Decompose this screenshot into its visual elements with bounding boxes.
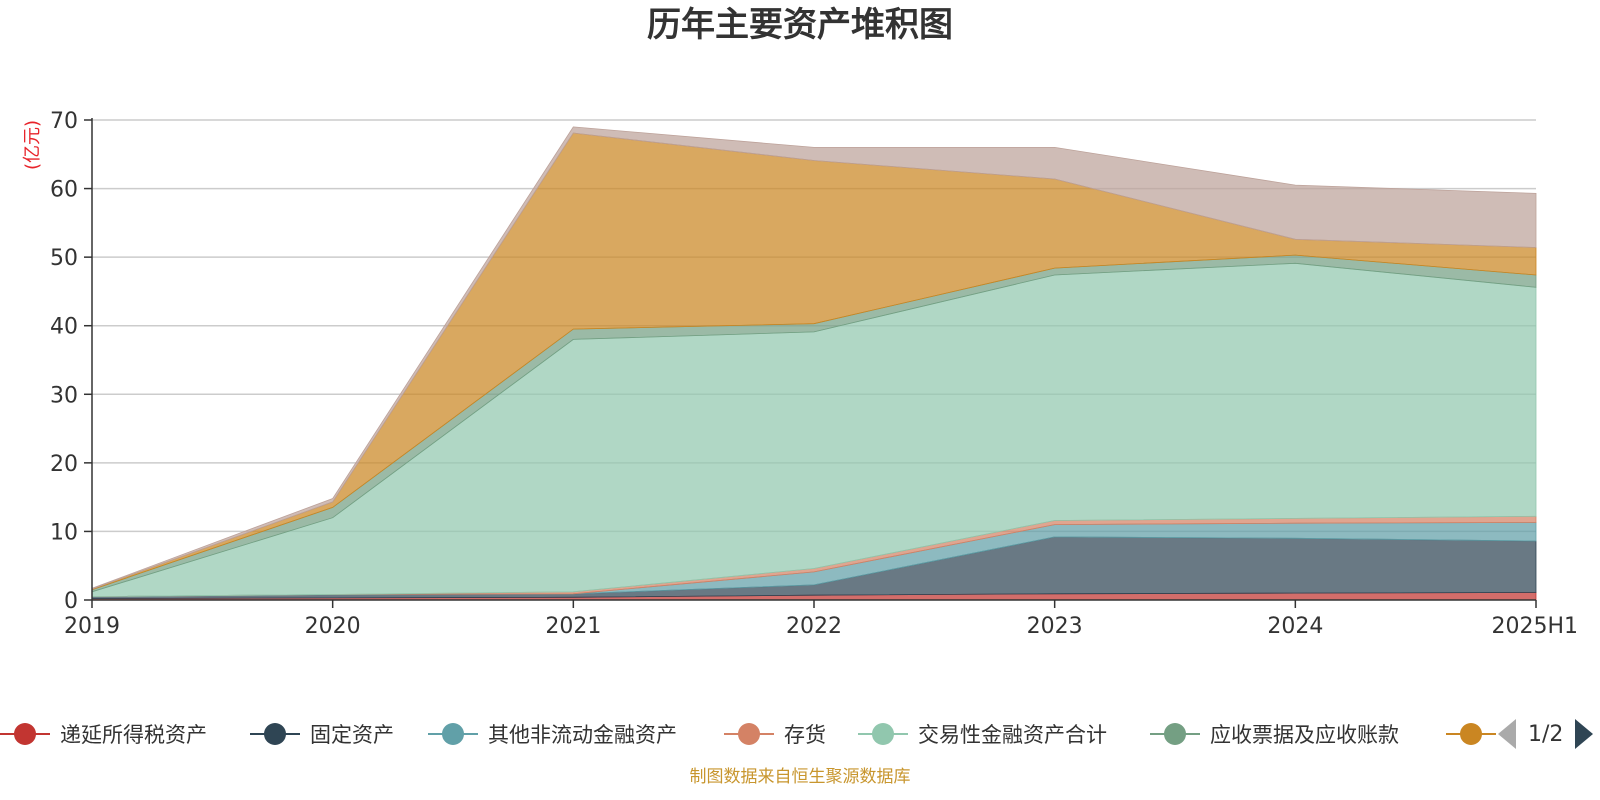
legend-marker-icon	[1150, 714, 1200, 754]
y-tick-label: 30	[50, 383, 78, 408]
y-tick-label: 70	[50, 109, 78, 134]
legend-label: 存货	[784, 723, 826, 747]
legend-item-5[interactable]: 应收票据及应收账款	[1150, 714, 1399, 754]
legend-page-indicator: 1/2	[1528, 721, 1564, 747]
legend-label: 交易性金融资产合计	[918, 723, 1107, 747]
stacked-area-chart: 0 10 20 30 40 50 60 70 2019 2020 2021 2022 2023 2024 2…	[22, 109, 1578, 639]
y-tick-label: 10	[50, 520, 78, 545]
legend-next-page-icon[interactable]	[1575, 719, 1594, 749]
legend: 递延所得税资产 固定资产 其他非流动金融资产 存货 交易性金融资产合计 应收票据及应收账款	[0, 714, 1600, 754]
legend-label: 固定资产	[310, 723, 394, 747]
y-tick-label: 50	[50, 246, 78, 271]
legend-item-4[interactable]: 交易性金融资产合计	[858, 714, 1107, 754]
x-tick-label: 2025H1	[1491, 614, 1578, 639]
legend-item-0[interactable]: 递延所得税资产	[0, 714, 207, 754]
y-axis-unit-label: (亿元)	[22, 120, 43, 170]
x-tick-label: 2020	[305, 614, 361, 639]
x-tick-label: 2024	[1267, 614, 1323, 639]
legend-label: 其他非流动金融资产	[488, 723, 677, 747]
legend-marker-icon	[1446, 714, 1496, 754]
axes: 0 10 20 30 40 50 60 70 2019 2020 2021 2022 2023 2024 2…	[50, 109, 1578, 639]
legend-marker-icon	[724, 714, 774, 754]
y-tick-label: 20	[50, 452, 78, 477]
x-tick-label: 2021	[545, 614, 601, 639]
legend-item-2[interactable]: 其他非流动金融资产	[428, 714, 677, 754]
x-tick-label: 2019	[64, 614, 120, 639]
legend-item-3[interactable]: 存货	[724, 714, 826, 754]
legend-marker-icon	[250, 714, 300, 754]
legend-marker-icon	[428, 714, 478, 754]
y-tick-label: 40	[50, 315, 78, 340]
legend-marker-icon	[0, 714, 50, 754]
legend-marker-icon	[858, 714, 908, 754]
legend-label: 应收票据及应收账款	[1210, 723, 1399, 747]
area-series-7[interactable]	[91, 126, 1537, 590]
legend-pager: 1/2	[1498, 714, 1594, 754]
chart-title: 历年主要资产堆积图	[647, 5, 953, 45]
data-source-note: 制图数据来自恒生聚源数据库	[689, 767, 911, 787]
legend-item-1[interactable]: 固定资产	[250, 714, 394, 754]
x-tick-label: 2023	[1027, 614, 1083, 639]
legend-label: 递延所得税资产	[60, 723, 207, 747]
y-tick-label: 60	[50, 178, 78, 203]
area-series-layer	[91, 126, 1537, 601]
x-tick-label: 2022	[786, 614, 842, 639]
y-tick-label: 0	[64, 589, 78, 614]
legend-prev-page-icon[interactable]	[1498, 719, 1516, 749]
legend-item-6[interactable]	[1446, 714, 1496, 754]
